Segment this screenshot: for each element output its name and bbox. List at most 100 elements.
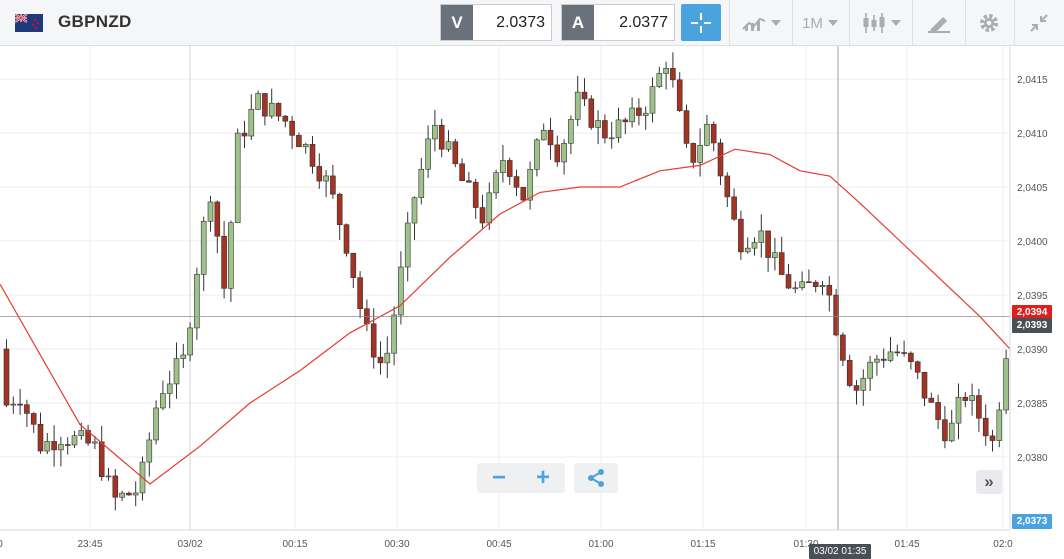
bear-candle-body xyxy=(64,444,71,446)
bear-candle-body xyxy=(221,235,227,289)
bull-candle-body xyxy=(187,327,193,356)
scroll-to-latest-button[interactable]: » xyxy=(976,470,1002,494)
bear-candle-body xyxy=(51,441,57,451)
bear-candle-body xyxy=(921,371,928,399)
bear-candle-body xyxy=(738,218,744,253)
crosshair-button[interactable] xyxy=(681,4,721,41)
timeframe-button[interactable]: 1M xyxy=(795,0,845,46)
toolbar-divider xyxy=(849,0,850,46)
bull-candle-body xyxy=(493,172,499,194)
candle xyxy=(914,360,921,380)
bull-candle-body xyxy=(948,422,955,442)
bear-candle-body xyxy=(357,277,363,309)
bear-candle-body xyxy=(765,230,771,258)
bear-candle-body xyxy=(785,274,792,289)
candle xyxy=(547,117,554,160)
candle xyxy=(989,429,996,452)
candle xyxy=(64,437,71,455)
candle xyxy=(969,383,975,416)
candle xyxy=(751,237,758,256)
candle xyxy=(166,370,173,409)
bull-candle-body xyxy=(500,160,506,173)
crosshair-time-label: 03/02 01:35 xyxy=(809,544,871,559)
timeframe-label: 1M xyxy=(802,14,823,32)
candle xyxy=(330,164,336,199)
candle xyxy=(445,130,452,152)
bear-candle-body xyxy=(377,356,384,364)
candle xyxy=(119,490,125,502)
collapse-button[interactable] xyxy=(1018,0,1060,46)
chart-type-button[interactable] xyxy=(737,0,785,46)
bull-candle-body xyxy=(200,221,207,275)
candle xyxy=(466,171,472,183)
candle xyxy=(248,94,255,140)
bull-candle-body xyxy=(608,137,615,140)
bull-candle-body xyxy=(595,120,601,128)
bull-candle-body xyxy=(391,314,397,354)
candle xyxy=(982,404,989,446)
candle xyxy=(744,237,751,254)
bear-candle-body xyxy=(806,281,812,284)
settings-button[interactable] xyxy=(969,0,1009,46)
bull-candle-body xyxy=(540,129,547,141)
zoom-out-button[interactable]: − xyxy=(491,464,506,491)
candle xyxy=(173,342,180,399)
bear-candle-body xyxy=(452,141,459,165)
candle xyxy=(370,308,377,369)
bear-candle-body xyxy=(928,397,935,403)
candle xyxy=(588,95,595,130)
candle xyxy=(214,200,221,254)
bear-candle-body xyxy=(472,181,479,208)
candle xyxy=(602,114,608,144)
bear-candle-body xyxy=(547,129,554,146)
candle xyxy=(955,383,962,440)
drawing-tool-button[interactable] xyxy=(918,0,960,46)
bull-candle-body xyxy=(819,285,826,288)
candle xyxy=(901,340,907,357)
crosshair-price-label: 2,0393 xyxy=(1012,318,1052,333)
bear-candle-body xyxy=(683,110,690,144)
bull-candle-body xyxy=(194,274,200,329)
candle xyxy=(996,402,1003,448)
bear-candle-body xyxy=(826,285,833,296)
bull-candle-body xyxy=(704,123,710,146)
share-button[interactable] xyxy=(574,463,618,493)
candle xyxy=(846,354,853,388)
bear-candle-body xyxy=(370,323,377,358)
bear-candle-body xyxy=(636,107,642,116)
candle xyxy=(738,210,744,260)
bull-candle-body xyxy=(697,144,703,163)
candle xyxy=(615,107,622,143)
candlestick-chart[interactable]: 2,0415 2,0410 2,0405 2,0400 2,0395 2,0390 2,03… xyxy=(0,46,1064,559)
candle xyxy=(758,214,765,258)
candle xyxy=(452,138,459,168)
bear-candle-body xyxy=(513,176,520,188)
candle xyxy=(554,135,561,167)
bull-candle-body xyxy=(969,395,975,401)
candle xyxy=(636,98,642,126)
bear-candle-body xyxy=(670,68,676,81)
bear-candle-body xyxy=(724,175,731,198)
candlestick-icon xyxy=(863,13,884,33)
x-tick-label: 01:30 xyxy=(793,539,818,550)
candle xyxy=(71,430,78,448)
candle xyxy=(228,220,234,303)
bear-candle-body xyxy=(343,224,350,254)
sell-price-button[interactable]: V 2.0373 xyxy=(440,4,552,41)
bear-candle-body xyxy=(935,402,941,420)
sell-tag: V xyxy=(441,5,473,40)
buy-price-button[interactable]: A 2.0377 xyxy=(561,4,675,41)
candle xyxy=(670,52,676,88)
candle xyxy=(513,169,520,197)
bull-candle-body xyxy=(744,247,751,253)
candle-style-button[interactable] xyxy=(855,0,907,46)
zoom-in-button[interactable]: + xyxy=(535,464,550,491)
price-chart[interactable]: 2,0415 2,0410 2,0405 2,0400 2,0395 2,0390 2,03… xyxy=(0,46,1064,559)
bull-candle-body xyxy=(615,119,622,139)
y-tick-label: 2,0395 xyxy=(1017,291,1048,302)
candle xyxy=(10,396,17,414)
bear-candle-body xyxy=(37,423,44,452)
candle xyxy=(860,369,867,406)
bear-candle-body xyxy=(914,361,921,373)
bear-candle-body xyxy=(942,419,948,442)
